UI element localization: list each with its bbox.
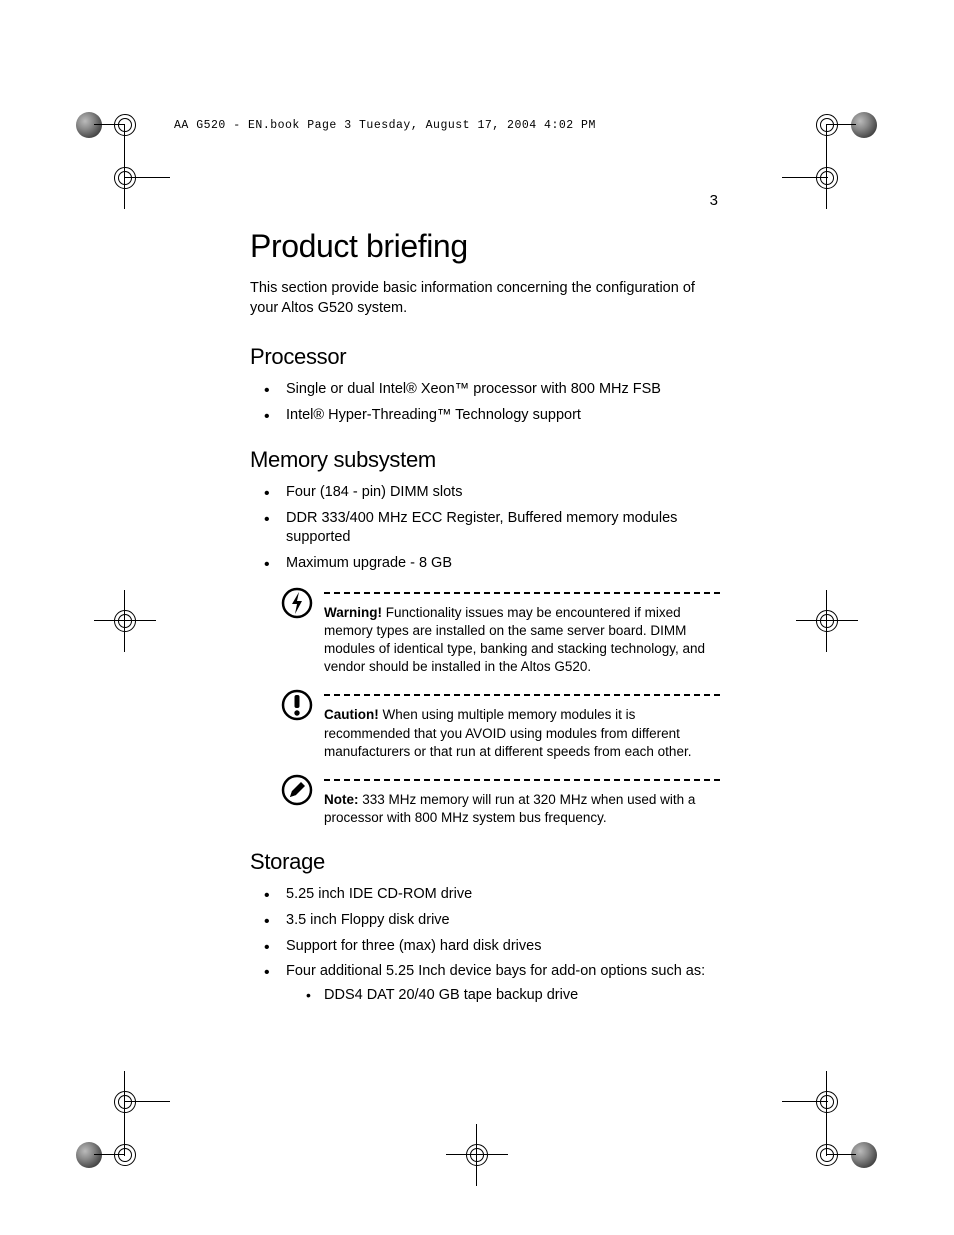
- list-item: Four (184 - pin) DIMM slots: [264, 483, 720, 503]
- list-item: 5.25 inch IDE CD-ROM drive: [264, 885, 720, 905]
- callout-body-text: When using multiple memory modules it is…: [324, 707, 691, 758]
- callout-note: Note: 333 MHz memory will run at 320 MHz…: [280, 775, 720, 827]
- list-item: Maximum upgrade - 8 GB: [264, 554, 720, 574]
- list-item: Support for three (max) hard disk drives: [264, 937, 720, 957]
- callout-label: Warning!: [324, 605, 382, 620]
- registration-globe: [851, 112, 877, 138]
- list-item: Intel® Hyper-Threading™ Technology suppo…: [264, 406, 720, 426]
- registration-mark: [108, 108, 142, 142]
- list-item: 3.5 inch Floppy disk drive: [264, 911, 720, 931]
- pencil-icon: [280, 773, 314, 807]
- list-item: Single or dual Intel® Xeon™ processor wi…: [264, 380, 720, 400]
- registration-mark: [810, 604, 844, 638]
- callout-warning: Warning! Functionality issues may be enc…: [280, 588, 720, 677]
- callout-body-text: Functionality issues may be encountered …: [324, 605, 705, 675]
- page-content: Product briefing This section provide ba…: [250, 190, 720, 1027]
- registration-mark: [810, 161, 844, 195]
- callout-text: Warning! Functionality issues may be enc…: [324, 604, 720, 677]
- lightning-icon: [280, 586, 314, 620]
- intro-paragraph: This section provide basic information c…: [250, 279, 720, 318]
- section-heading-processor: Processor: [250, 344, 720, 370]
- section-heading-memory: Memory subsystem: [250, 447, 720, 473]
- callout-text: Note: 333 MHz memory will run at 320 MHz…: [324, 791, 720, 827]
- memory-list: Four (184 - pin) DIMM slots DDR 333/400 …: [264, 483, 720, 573]
- callout-caution: Caution! When using multiple memory modu…: [280, 690, 720, 761]
- registration-mark: [108, 604, 142, 638]
- registration-globe: [851, 1142, 877, 1168]
- running-header: AA G520 - EN.book Page 3 Tuesday, August…: [174, 119, 596, 132]
- registration-mark: [810, 1138, 844, 1172]
- callout-divider: [324, 694, 720, 696]
- list-item: Four additional 5.25 Inch device bays fo…: [264, 962, 720, 1005]
- storage-list: 5.25 inch IDE CD-ROM drive 3.5 inch Flop…: [264, 885, 720, 1005]
- callout-divider: [324, 779, 720, 781]
- callout-divider: [324, 592, 720, 594]
- registration-mark: [460, 1138, 494, 1172]
- callout-label: Note:: [324, 792, 359, 807]
- callout-text: Caution! When using multiple memory modu…: [324, 706, 720, 761]
- section-heading-storage: Storage: [250, 849, 720, 875]
- registration-globe: [76, 1142, 102, 1168]
- registration-mark: [108, 1138, 142, 1172]
- callout-body-text: 333 MHz memory will run at 320 MHz when …: [324, 792, 695, 825]
- list-item: DDS4 DAT 20/40 GB tape backup drive: [306, 986, 720, 1006]
- registration-mark: [108, 161, 142, 195]
- registration-mark: [810, 1085, 844, 1119]
- page-title: Product briefing: [250, 228, 720, 265]
- callout-label: Caution!: [324, 707, 379, 722]
- registration-mark: [108, 1085, 142, 1119]
- registration-mark: [810, 108, 844, 142]
- registration-globe: [76, 112, 102, 138]
- list-item: DDR 333/400 MHz ECC Register, Buffered m…: [264, 509, 720, 548]
- storage-sublist: DDS4 DAT 20/40 GB tape backup drive: [306, 986, 720, 1006]
- exclamation-icon: [280, 688, 314, 722]
- processor-list: Single or dual Intel® Xeon™ processor wi…: [264, 380, 720, 425]
- list-item-text: Four additional 5.25 Inch device bays fo…: [286, 963, 705, 979]
